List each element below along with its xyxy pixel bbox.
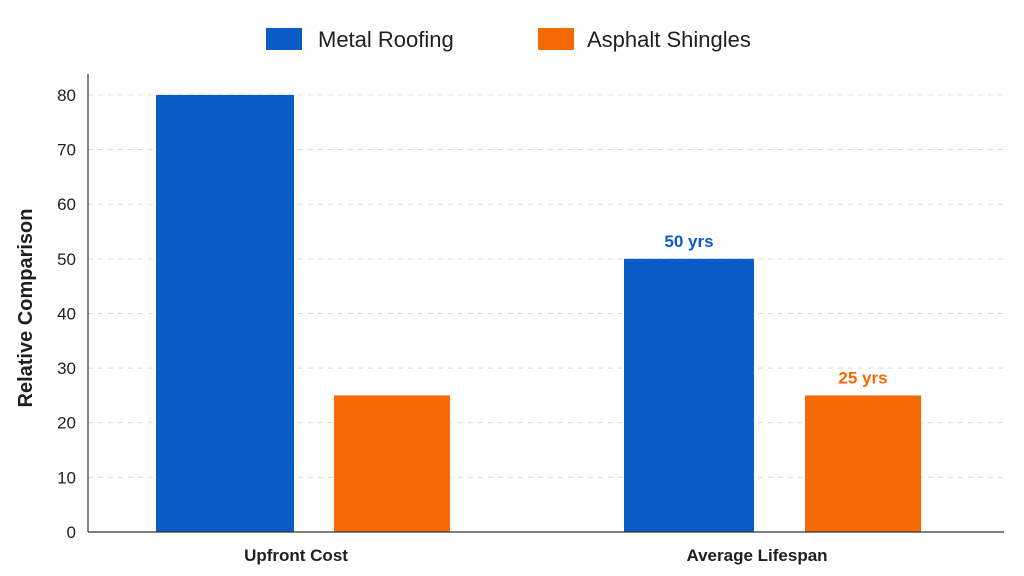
y-tick-label: 60 <box>57 195 76 214</box>
bar-metal-roofing-upfront-cost <box>156 94 294 533</box>
y-tick-label: 80 <box>57 86 76 105</box>
bars <box>156 94 921 533</box>
legend-label: Asphalt Shingles <box>587 27 751 52</box>
y-axis-title: Relative Comparison <box>15 209 37 408</box>
y-tick-label: 70 <box>57 141 76 160</box>
legend-label: Metal Roofing <box>318 27 454 52</box>
y-tick-label: 10 <box>57 468 76 487</box>
legend-swatch-metal-roofing <box>266 28 302 50</box>
bar-metal-roofing-average-lifespan <box>624 258 754 532</box>
data-label: 50 yrs <box>664 232 713 251</box>
y-tick-label: 30 <box>57 359 76 378</box>
y-tick-label: 20 <box>57 414 76 433</box>
x-category-label: Average Lifespan <box>686 546 827 565</box>
x-category-label: Upfront Cost <box>244 546 348 565</box>
y-tick-label: 50 <box>57 250 76 269</box>
legend-swatch-asphalt-shingles <box>538 28 574 50</box>
legend: Metal Roofing Asphalt Shingles <box>266 27 751 52</box>
data-label: 25 yrs <box>838 368 887 387</box>
y-tick-label: 40 <box>57 304 76 323</box>
y-tick-label: 0 <box>67 523 76 542</box>
bar-asphalt-shingles-average-lifespan <box>805 395 921 532</box>
x-axis-categories: Upfront Cost Average Lifespan <box>244 546 827 565</box>
bar-asphalt-shingles-upfront-cost <box>334 395 450 532</box>
y-axis-ticks: 0 10 20 30 40 50 60 70 80 <box>57 86 76 542</box>
data-labels: 50 yrs 25 yrs <box>664 232 887 388</box>
